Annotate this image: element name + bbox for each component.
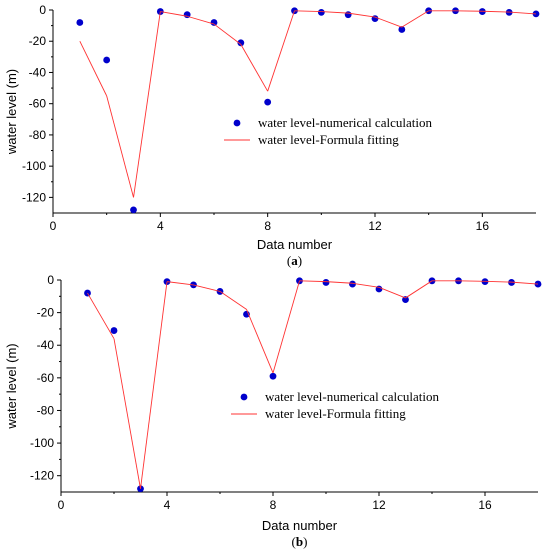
- series-numerical-calculation: [84, 277, 542, 493]
- legend: water level-numerical calculation water l…: [226, 386, 461, 428]
- panel-label-close: ): [303, 534, 307, 549]
- chart-panel-a: 0 4 8 12 16 0 -20 -40 -60 -80 -100 -120 Data number w…: [4, 3, 540, 268]
- data-point: [371, 15, 379, 22]
- data-point: [237, 39, 245, 47]
- y-tick-label: -80: [37, 403, 55, 417]
- panel-label-close: ): [298, 253, 302, 268]
- legend-label: water level-Formula fitting: [265, 406, 406, 421]
- data-point: [317, 8, 325, 16]
- line-segment: [213, 23, 242, 45]
- y-tick-label: -60: [29, 97, 47, 111]
- line-segment: [166, 281, 194, 286]
- y-axis-title: water level (m): [4, 343, 19, 429]
- line-segment: [401, 10, 429, 28]
- legend-box: [226, 386, 461, 428]
- data-point: [264, 98, 272, 106]
- x-tick-label: 12: [372, 498, 386, 512]
- line-segment: [193, 284, 221, 292]
- line-segment: [511, 281, 539, 285]
- line-segment: [79, 41, 108, 97]
- line-segment: [272, 280, 300, 374]
- line-segment: [299, 280, 327, 283]
- panel-label-open: (: [287, 253, 291, 268]
- line-segment: [352, 282, 380, 288]
- data-point: [402, 296, 409, 303]
- line-segment: [246, 309, 274, 374]
- x-tick-label: 8: [270, 498, 277, 512]
- line-segment: [219, 291, 247, 310]
- x-tick-label: 4: [164, 498, 171, 512]
- panel-label: (b): [292, 534, 308, 549]
- line-segment: [482, 10, 510, 13]
- line-segment: [509, 11, 537, 15]
- x-tick-label: 0: [50, 219, 57, 233]
- line-segment: [267, 10, 295, 92]
- line-segment: [294, 10, 322, 13]
- legend-label: water level-numerical calculation: [265, 389, 439, 404]
- data-point: [398, 26, 406, 33]
- series-numerical-calculation: [76, 7, 540, 214]
- line-segment: [106, 95, 134, 198]
- data-point: [130, 206, 137, 214]
- panel-label-open: (: [292, 534, 296, 549]
- x-tick-label: 16: [478, 498, 492, 512]
- y-tick-label: -100: [30, 436, 54, 450]
- data-point: [110, 327, 118, 334]
- data-point: [344, 11, 352, 19]
- data-point: [349, 280, 356, 288]
- line-segment: [405, 280, 433, 299]
- line-segment: [113, 338, 141, 489]
- legend-box: [219, 112, 451, 152]
- line-segment: [187, 15, 215, 25]
- chart-panel-b: 0 4 8 12 16 0 -20 -40 -60 -80 -100 -120 Data number w…: [4, 273, 542, 549]
- data-point: [103, 56, 111, 64]
- panel-label-letter: b: [296, 534, 303, 549]
- x-tick-label: 8: [264, 219, 271, 233]
- data-point: [210, 19, 218, 26]
- line-segment: [484, 280, 512, 283]
- x-tick-label: 16: [476, 219, 490, 233]
- data-point: [269, 372, 277, 380]
- line-segment: [378, 286, 406, 299]
- line-segment: [160, 11, 188, 17]
- line-segment: [325, 281, 353, 284]
- line-segment: [374, 16, 402, 28]
- legend-label: water level-Formula fitting: [258, 132, 399, 147]
- line-segment: [140, 281, 168, 489]
- y-tick-label: -120: [22, 190, 46, 204]
- line-segment: [133, 11, 161, 198]
- legend-point-swatch: [233, 119, 241, 127]
- y-tick-label: -120: [30, 469, 54, 483]
- data-point: [322, 279, 330, 286]
- panel-label-letter: a: [291, 253, 298, 268]
- x-axis-title: Data number: [257, 237, 333, 252]
- line-segment: [240, 44, 269, 92]
- y-tick-label: 0: [39, 3, 46, 17]
- line-segment: [348, 12, 376, 18]
- legend-point-swatch: [240, 393, 248, 401]
- x-tick-label: 12: [368, 219, 382, 233]
- y-tick-label: -100: [22, 159, 46, 173]
- x-tick-label: 0: [58, 498, 65, 512]
- panel-label: (a): [287, 253, 302, 268]
- line-segment: [87, 292, 115, 339]
- y-tick-label: -40: [37, 338, 55, 352]
- y-tick-label: -80: [29, 128, 47, 142]
- y-tick-label: -20: [29, 34, 47, 48]
- y-tick-label: -40: [29, 65, 47, 79]
- data-point: [76, 19, 84, 26]
- y-tick-label: -20: [37, 306, 55, 320]
- legend: water level-numerical calculation water l…: [219, 112, 451, 152]
- y-tick-label: -60: [37, 371, 55, 385]
- line-segment: [321, 11, 349, 14]
- series-formula-fitting: [79, 10, 537, 198]
- y-axis-title: water level (m): [4, 69, 19, 155]
- x-tick-label: 4: [157, 219, 164, 233]
- y-tick-label: 0: [47, 273, 54, 287]
- legend-label: water level-numerical calculation: [258, 115, 432, 130]
- x-axis-title: Data number: [262, 518, 338, 533]
- series-formula-fitting: [87, 280, 539, 489]
